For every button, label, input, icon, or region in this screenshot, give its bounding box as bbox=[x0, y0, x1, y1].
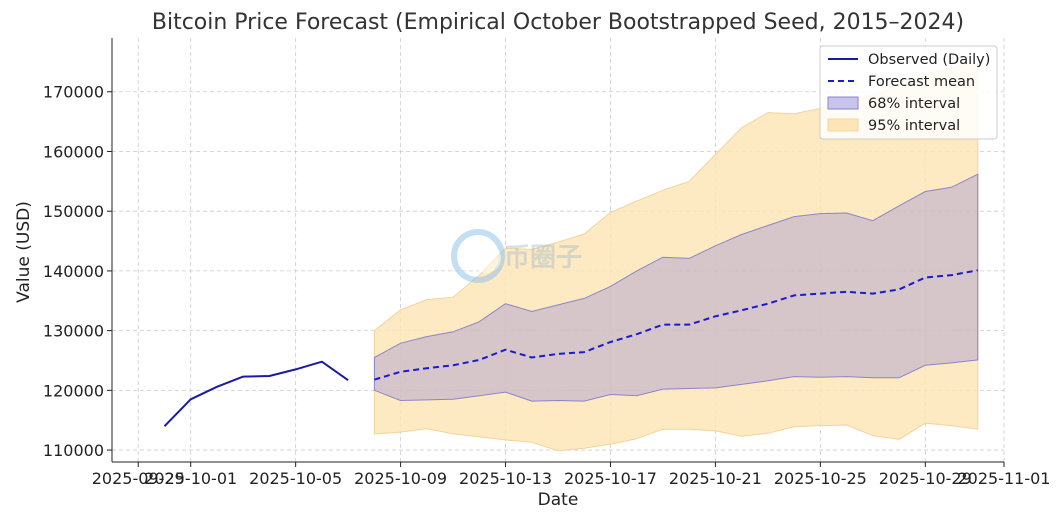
x-tick-label: 2025-10-21 bbox=[669, 469, 762, 488]
x-tick-label: 2025-10-09 bbox=[354, 469, 447, 488]
forecast-mean-line bbox=[374, 269, 978, 381]
legend-swatch bbox=[827, 96, 859, 110]
y-tick-label: 140000 bbox=[43, 262, 104, 281]
x-tick-label: 2025-10-01 bbox=[144, 469, 237, 488]
watermark-text: 币圈子 bbox=[504, 243, 582, 273]
legend-swatch bbox=[827, 118, 859, 132]
y-tick-label: 120000 bbox=[43, 381, 104, 400]
y-tick-label: 160000 bbox=[43, 142, 104, 161]
y-tick-label: 130000 bbox=[43, 322, 104, 341]
y-tick-label: 150000 bbox=[43, 202, 104, 221]
legend-label: 68% interval bbox=[868, 96, 960, 112]
y-tick-label: 170000 bbox=[43, 83, 104, 102]
x-tick-label: 2025-10-29 bbox=[879, 469, 972, 488]
watermark: 币圈子 bbox=[451, 229, 582, 283]
interval-95-band bbox=[373, 61, 979, 452]
x-tick-label: 2025-11-01 bbox=[958, 469, 1051, 488]
y-tick-label: 110000 bbox=[43, 441, 104, 460]
legend: Observed (Daily) Forecast mean 68% interva… bbox=[819, 45, 998, 140]
legend-label: Forecast mean bbox=[868, 74, 975, 90]
forecast-bands bbox=[373, 61, 979, 452]
x-tick-label: 2025-10-25 bbox=[774, 469, 867, 488]
x-tick-label: 2025-10-17 bbox=[564, 469, 657, 488]
logo-icon bbox=[451, 229, 505, 283]
legend-label: Observed (Daily) bbox=[868, 52, 990, 68]
observed-line bbox=[163, 360, 349, 427]
legend-box bbox=[819, 45, 998, 140]
x-tick-label: 2025-10-13 bbox=[459, 469, 552, 488]
y-axis-title: Value (USD) bbox=[14, 201, 34, 303]
x-axis-title: Date bbox=[538, 490, 579, 510]
x-tick-label: 2025-09-29 bbox=[92, 469, 185, 488]
legend-label: 95% interval bbox=[868, 118, 960, 134]
y-axis-ticks: 110000 120000 130000 140000 150000 160000 1700… bbox=[43, 83, 112, 460]
interval-68-band bbox=[373, 173, 979, 402]
chart-title: Bitcoin Price Forecast (Empirical Octobe… bbox=[152, 10, 964, 35]
x-tick-label: 2025-10-05 bbox=[249, 469, 342, 488]
series-lines bbox=[163, 269, 978, 427]
